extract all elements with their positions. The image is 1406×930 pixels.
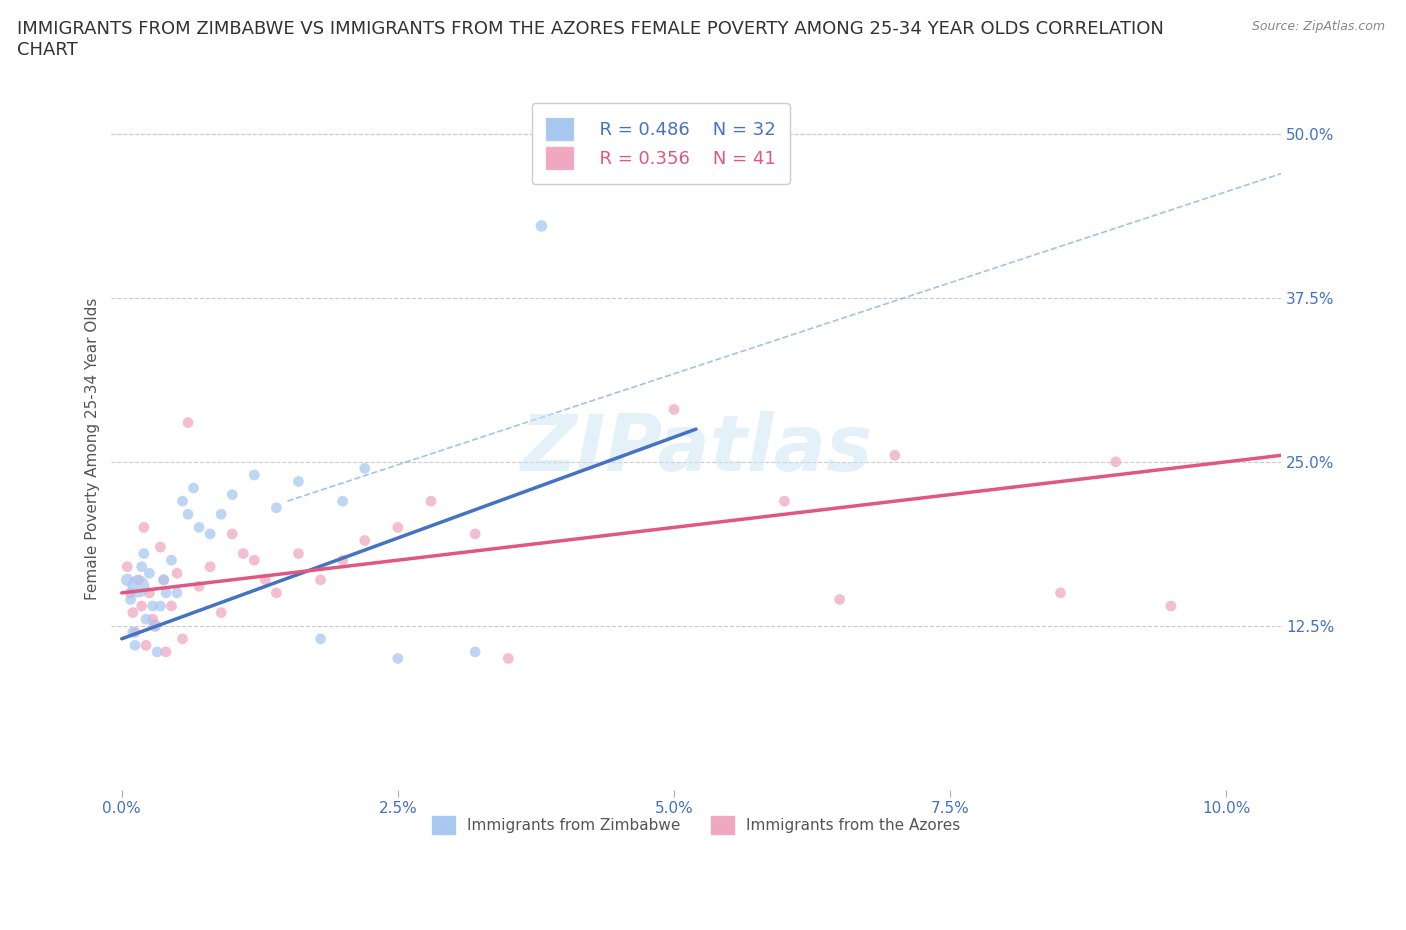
Point — [149, 539, 172, 554]
Point — [132, 520, 155, 535]
Point — [188, 520, 211, 535]
Point — [287, 474, 309, 489]
Point — [149, 599, 172, 614]
Point — [530, 219, 553, 233]
Point — [198, 559, 221, 574]
Point — [135, 612, 157, 627]
Point — [124, 638, 146, 653]
Point — [120, 592, 142, 607]
Point — [198, 526, 221, 541]
Point — [828, 592, 851, 607]
Point — [387, 520, 409, 535]
Point — [332, 552, 354, 567]
Point — [464, 526, 486, 541]
Point — [131, 599, 153, 614]
Point — [266, 586, 288, 601]
Point — [1105, 455, 1128, 470]
Point — [1049, 586, 1071, 601]
Point — [166, 586, 188, 601]
Text: ZIPatlas: ZIPatlas — [520, 411, 872, 486]
Point — [662, 402, 685, 417]
Point — [266, 500, 288, 515]
Point — [309, 572, 332, 587]
Point — [177, 507, 200, 522]
Point — [773, 494, 796, 509]
Point — [124, 625, 146, 640]
Point — [143, 618, 166, 633]
Point — [209, 605, 232, 620]
Point — [209, 507, 232, 522]
Point — [142, 599, 165, 614]
Point — [127, 579, 149, 594]
Point — [160, 552, 183, 567]
Point — [172, 631, 194, 646]
Point — [155, 586, 177, 601]
Point — [1160, 599, 1182, 614]
Point — [243, 468, 266, 483]
Point — [243, 552, 266, 567]
Point — [287, 546, 309, 561]
Point — [309, 631, 332, 646]
Point — [221, 526, 243, 541]
Point — [152, 572, 174, 587]
Point — [353, 461, 375, 476]
Text: IMMIGRANTS FROM ZIMBABWE VS IMMIGRANTS FROM THE AZORES FEMALE POVERTY AMONG 25-3: IMMIGRANTS FROM ZIMBABWE VS IMMIGRANTS F… — [17, 20, 1164, 60]
Point — [883, 448, 905, 463]
Point — [143, 618, 166, 633]
Point — [138, 565, 160, 580]
Point — [121, 625, 143, 640]
Y-axis label: Female Poverty Among 25-34 Year Olds: Female Poverty Among 25-34 Year Olds — [86, 298, 100, 600]
Point — [464, 644, 486, 659]
Point — [135, 638, 157, 653]
Point — [420, 494, 443, 509]
Point — [146, 644, 169, 659]
Legend: Immigrants from Zimbabwe, Immigrants from the Azores: Immigrants from Zimbabwe, Immigrants fro… — [419, 804, 973, 846]
Point — [498, 651, 520, 666]
Text: Source: ZipAtlas.com: Source: ZipAtlas.com — [1251, 20, 1385, 33]
Point — [332, 494, 354, 509]
Point — [117, 559, 139, 574]
Point — [121, 605, 143, 620]
Point — [120, 586, 142, 601]
Point — [177, 415, 200, 430]
Point — [142, 612, 165, 627]
Point — [254, 572, 277, 587]
Point — [132, 546, 155, 561]
Point — [160, 599, 183, 614]
Point — [152, 572, 174, 587]
Point — [127, 572, 149, 587]
Point — [138, 586, 160, 601]
Point — [353, 533, 375, 548]
Point — [117, 572, 139, 587]
Point — [387, 651, 409, 666]
Point — [221, 487, 243, 502]
Point — [172, 494, 194, 509]
Point — [188, 579, 211, 594]
Point — [166, 565, 188, 580]
Point — [183, 481, 205, 496]
Point — [232, 546, 254, 561]
Point — [131, 559, 153, 574]
Point — [155, 644, 177, 659]
